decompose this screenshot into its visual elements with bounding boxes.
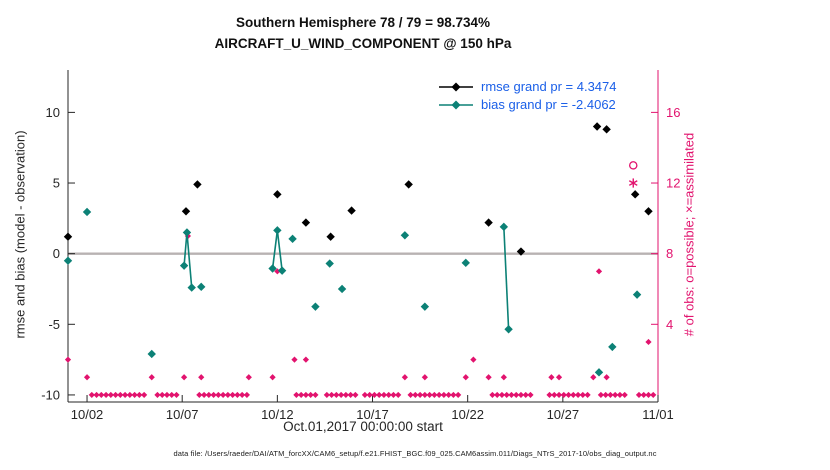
y-axis-label-right: # of obs: o=possible; ×=assimilated [681, 132, 697, 337]
legend: rmse grand pr = 4.3474 bias grand pr = -… [438, 79, 617, 112]
x-tick-label: 10/27 [547, 407, 580, 422]
obs-count-markers [64, 161, 657, 399]
x-tick-label: 10/22 [451, 407, 484, 422]
y-left-tick-label: 10 [46, 105, 60, 120]
x-tick-label: 10/12 [261, 407, 294, 422]
chart-title: Southern Hemisphere 78 / 79 = 98.734% AI… [68, 12, 658, 54]
bias-legend-marker-icon [439, 100, 473, 109]
rmse-markers [63, 122, 653, 256]
rmse-legend-marker-icon [439, 82, 473, 91]
x-tick-label: 11/01 [642, 407, 674, 422]
bias-markers [63, 207, 642, 377]
legend-item-bias: bias grand pr = -2.4062 [438, 97, 617, 112]
y-left-tick-label: -5 [48, 317, 60, 332]
axes: -10 -5 0 5 10 4 8 12 16 10/02 10/07 10/12 10/17 10/22… [41, 70, 680, 422]
x-axis-label: Oct.01,2017 00:00:00 start [283, 419, 443, 434]
y-left-tick-label: 0 [53, 246, 60, 261]
x-tick-label: 10/02 [71, 407, 104, 422]
y-left-tick-label: -10 [41, 387, 60, 402]
bias-legend-label: bias grand pr = -2.4062 [481, 97, 616, 112]
y-right-tick-label: 8 [666, 246, 673, 261]
x-tick-label: 10/17 [356, 407, 389, 422]
chart-title-line2: AIRCRAFT_U_WIND_COMPONENT @ 150 hPa [214, 36, 512, 51]
x-tick-label: 10/07 [166, 407, 199, 422]
rmse-legend-label: rmse grand pr = 4.3474 [481, 79, 617, 94]
data-file-caption: data file: /Users/raeder/DAI/ATM_forcXX/… [173, 449, 657, 458]
y-right-tick-label: 16 [666, 105, 680, 120]
y-axis-label-left: rmse and bias (model - observation) [12, 130, 28, 339]
chart-title-line1: Southern Hemisphere 78 / 79 = 98.734% [236, 15, 490, 30]
legend-item-rmse: rmse grand pr = 4.3474 [438, 79, 617, 94]
y-left-tick-label: 5 [53, 176, 60, 191]
y-right-tick-label: 4 [666, 317, 673, 332]
y-right-tick-label: 12 [666, 176, 680, 191]
